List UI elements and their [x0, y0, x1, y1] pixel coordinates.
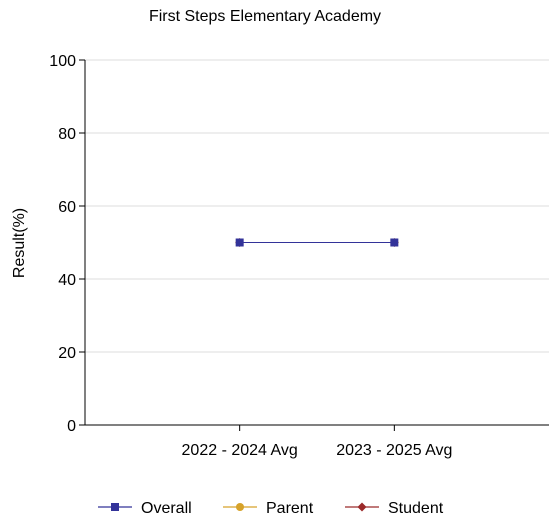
legend-label: Student [388, 500, 444, 517]
legend-marker [111, 503, 119, 511]
x-tick-label: 2022 - 2024 Avg [182, 442, 298, 459]
legend-marker [357, 502, 367, 512]
y-tick-label: 60 [58, 199, 76, 216]
legend-marker [236, 503, 244, 511]
x-tick-label: 2023 - 2025 Avg [336, 442, 452, 459]
legend-label: Parent [266, 500, 314, 517]
tick-labels: 0 20 40 60 80 100 2022 - 2024 Avg 2023 - 2025 A… [49, 53, 452, 459]
legend-item-parent: Parent [223, 500, 314, 517]
legend-item-overall: Overall [98, 500, 192, 517]
y-tick-label: 0 [67, 418, 76, 435]
legend: Overall Parent Student [98, 500, 444, 517]
y-tick-label: 80 [58, 126, 76, 143]
y-axis-label: Result(%) [11, 208, 28, 278]
axes [79, 59, 549, 431]
chart-title: First Steps Elementary Academy [149, 8, 381, 25]
data-point-overall [390, 238, 399, 247]
legend-label: Overall [141, 500, 192, 517]
series-overall [235, 238, 399, 247]
y-tick-label: 40 [58, 272, 76, 289]
y-tick-label: 20 [58, 345, 76, 362]
series-lines [235, 238, 399, 247]
gridlines [85, 59, 549, 353]
data-point-overall [235, 238, 244, 247]
y-tick-label: 100 [49, 53, 76, 70]
legend-item-student: Student [345, 500, 444, 517]
